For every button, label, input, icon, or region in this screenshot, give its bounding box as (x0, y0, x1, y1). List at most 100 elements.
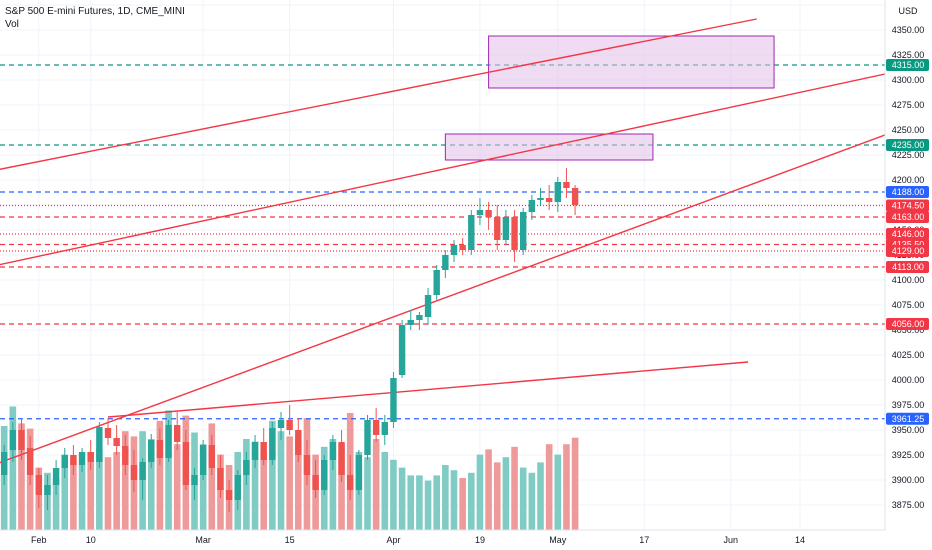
candle-body (321, 460, 328, 490)
candle-body (433, 270, 440, 295)
volume-bar (364, 457, 371, 530)
zone-rectangle (488, 35, 775, 89)
price-label-text: 3961.25 (892, 414, 925, 424)
volume-bar (502, 457, 510, 530)
price-label-bg (886, 199, 929, 212)
volume-bar (442, 465, 449, 530)
volume-bar (407, 475, 415, 530)
volume-bar (286, 436, 293, 530)
candle-body (165, 425, 172, 458)
price-label-bg (886, 245, 929, 257)
time-tick-label: Jun (724, 535, 739, 545)
price-label-text: 4163.00 (892, 212, 925, 222)
rectangle-zones (444, 35, 775, 161)
candle-body (148, 440, 155, 462)
candle-body (355, 455, 363, 490)
candle-body (459, 245, 466, 250)
price-label-text: 4129.00 (892, 246, 925, 256)
candlesticks (1, 168, 579, 512)
candle-body (234, 475, 241, 500)
volume-bar (78, 465, 86, 530)
price-axis: USD 3875.00 3900.00 3925.00 3950.00 3975.00 40… (884, 0, 932, 550)
candle-body (96, 427, 103, 462)
volume-bar (329, 439, 337, 530)
candle-body (563, 182, 570, 188)
price-tick-label: 4250.00 (892, 125, 925, 135)
trend-line (0, 69, 904, 266)
price-axis-bg (885, 0, 932, 550)
trend-line (107, 361, 749, 418)
volume-bar (416, 475, 423, 530)
candle-body (520, 212, 527, 250)
trend-lines (0, 18, 905, 464)
price-tick-label: 3875.00 (892, 500, 925, 510)
symbol-title: S&P 500 E-mini Futures, 1D, CME_MINI (5, 6, 185, 17)
time-tick-label: 10 (86, 535, 96, 545)
candle-body (554, 182, 561, 202)
price-label-text: 4174.50 (892, 201, 925, 211)
volume-bar (113, 452, 120, 530)
candle-body (70, 455, 77, 465)
candle-body (18, 430, 25, 450)
volume-bar (295, 439, 302, 530)
currency-label: USD (898, 6, 918, 16)
time-tick-label: 14 (795, 535, 805, 545)
candle-body (61, 455, 68, 468)
candle-body (9, 430, 17, 450)
volume-bar (156, 420, 164, 530)
price-label-text: 4315.00 (892, 60, 925, 70)
candle-body (494, 217, 501, 240)
candle-body (468, 215, 475, 250)
price-tick-label: 4350.00 (892, 25, 925, 35)
price-tick-label: 4100.00 (892, 275, 925, 285)
volume-bar (528, 472, 536, 530)
candle-body (104, 428, 112, 438)
candle-body (476, 210, 484, 215)
volume-bar (450, 470, 458, 530)
candle-body (364, 420, 371, 455)
candle-body (329, 442, 337, 460)
time-tick-label: Mar (195, 535, 211, 545)
volume-bar (277, 431, 285, 530)
candle-body (156, 440, 164, 458)
candle-body (87, 452, 94, 462)
time-tick-label: Apr (386, 535, 400, 545)
candle-body (390, 378, 397, 422)
volume-bar (61, 454, 69, 530)
volume-bar (554, 454, 562, 530)
candle-body (182, 442, 190, 485)
price-label-bg (886, 211, 929, 223)
price-label-bg (886, 318, 929, 330)
chart-legend: S&P 500 E-mini Futures, 1D, CME_MINI Vol (5, 5, 185, 31)
price-tick-label: 4225.00 (892, 150, 925, 160)
candle-body (260, 442, 267, 460)
candle-body (511, 217, 518, 250)
price-label-bg (886, 139, 929, 151)
volume-bar (563, 444, 570, 530)
candle-body (398, 325, 406, 375)
candle-body (442, 255, 449, 270)
candle-body (113, 438, 120, 446)
price-tick-label: 3975.00 (892, 400, 925, 410)
candle-body (303, 455, 311, 475)
candle-body (277, 420, 285, 428)
horizontal-levels (0, 64, 885, 420)
price-tick-label: 3950.00 (892, 425, 925, 435)
time-axis: Feb 10 Mar 15 Apr 19 May 17 Jun 14 (0, 529, 932, 550)
volume-bar (468, 472, 475, 530)
volume-bar (485, 449, 492, 530)
candle-body (122, 446, 129, 465)
price-label-text: 4235.00 (892, 140, 925, 150)
candle-body (243, 460, 250, 475)
price-tick-label: 4275.00 (892, 100, 925, 110)
price-tick-label: 4325.00 (892, 50, 925, 60)
time-tick-label: 15 (285, 535, 295, 545)
candle-body (78, 452, 86, 465)
volume-bar (537, 462, 544, 530)
volume-bar (173, 444, 181, 530)
volume-bar (338, 444, 345, 530)
candle-body (338, 442, 345, 475)
candle-body (217, 468, 224, 490)
